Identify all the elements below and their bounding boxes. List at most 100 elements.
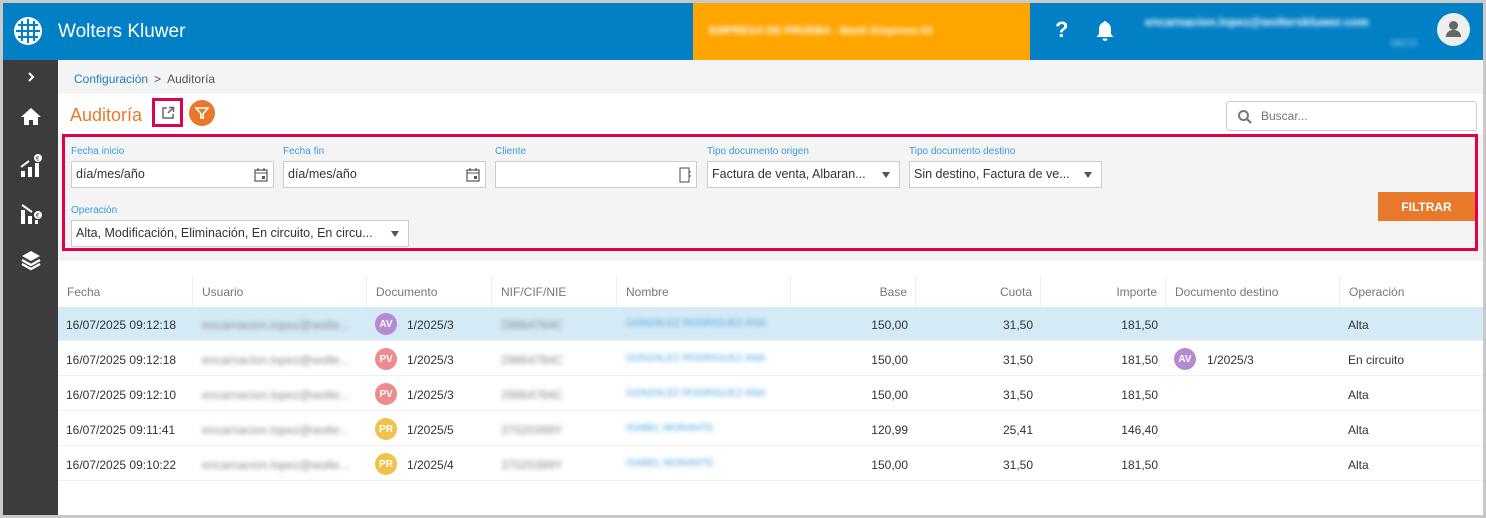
cliente-label: Cliente	[495, 146, 527, 157]
fecha-fin-value: día/mes/año	[288, 167, 357, 181]
avatar[interactable]	[1437, 13, 1470, 46]
cell-usuario: encarnacion.lopez@wolte...	[202, 353, 350, 367]
calendar-icon[interactable]	[254, 167, 268, 182]
column-header-fecha[interactable]: Fecha	[58, 276, 193, 307]
contact-book-icon[interactable]	[679, 167, 691, 183]
table-row[interactable]: 16/07/2025 09:10:22 encarnacion.lopez@wol…	[58, 447, 1483, 481]
cell-documento[interactable]: 1/2025/3	[407, 318, 454, 332]
column-header-documento-destino[interactable]: Documento destino	[1166, 276, 1340, 307]
tipo-destino-select[interactable]: Sin destino, Factura de ve...	[909, 161, 1102, 188]
cell-operacion: En circuito	[1348, 353, 1405, 367]
breadcrumb-link-configuracion[interactable]: Configuración	[74, 72, 149, 86]
search-icon	[1238, 110, 1252, 124]
filter-icon	[195, 107, 209, 119]
sidebar: € €	[3, 60, 58, 515]
column-header-nif[interactable]: NIF/CIF/NIE	[492, 276, 617, 307]
search-box[interactable]	[1226, 101, 1477, 131]
column-header-base[interactable]: Base	[791, 276, 916, 307]
tipo-origen-label: Tipo documento origen	[707, 146, 809, 157]
cell-fecha: 16/07/2025 09:12:18	[66, 353, 177, 367]
cell-base: 150,00	[871, 353, 908, 367]
fecha-fin-input[interactable]: día/mes/año	[283, 161, 486, 188]
column-header-documento[interactable]: Documento	[367, 276, 492, 307]
cell-nombre[interactable]: GONZALEZ RODRIGUEZ ANA	[626, 318, 766, 329]
home-icon	[20, 108, 41, 125]
main-content: Configuración > Auditoría Auditoría Fecha …	[58, 60, 1483, 515]
cell-fecha: 16/07/2025 09:12:10	[66, 388, 177, 402]
wolters-kluwer-logo-icon[interactable]	[14, 17, 42, 45]
filter-panel: Fecha inicio día/mes/año Fecha fin día/m…	[62, 134, 1478, 251]
cell-importe: 181,50	[1121, 318, 1158, 332]
top-bar: Wolters Kluwer EMPRESA DE PRUEBA - Banh …	[3, 3, 1483, 60]
cell-nombre[interactable]: GONZALEZ RODRIGUEZ ANA	[626, 353, 766, 364]
cell-documento[interactable]: 1/2025/5	[407, 423, 454, 437]
tipo-origen-value: Factura de venta, Albaran...	[712, 167, 866, 181]
cell-importe: 181,50	[1121, 353, 1158, 367]
cell-importe: 146,40	[1121, 423, 1158, 437]
cell-operacion: Alta	[1348, 423, 1369, 437]
sidebar-item-purchases[interactable]: €	[3, 198, 58, 228]
sidebar-item-sales[interactable]: €	[3, 151, 58, 181]
cell-cuota: 31,50	[1002, 318, 1033, 332]
cell-fecha: 16/07/2025 09:12:18	[66, 318, 177, 332]
cell-nombre[interactable]: GONZALEZ RODRIGUEZ ANA	[626, 388, 766, 399]
column-header-usuario[interactable]: Usuario	[193, 276, 367, 307]
search-input[interactable]	[1261, 107, 1461, 125]
cell-usuario: encarnacion.lopez@wolte...	[202, 423, 350, 437]
cell-documento[interactable]: 1/2025/3	[407, 353, 454, 367]
page-header: Auditoría	[58, 94, 1483, 134]
cell-usuario: encarnacion.lopez@wolte...	[202, 458, 350, 472]
bell-icon[interactable]	[1095, 20, 1115, 47]
layers-icon	[20, 251, 41, 271]
cell-base: 150,00	[871, 458, 908, 472]
user-email[interactable]: encarnacion.lopez@wolterskluwer.com	[1145, 15, 1369, 29]
sidebar-item-layers[interactable]	[3, 245, 58, 275]
cell-documento[interactable]: 1/2025/3	[407, 388, 454, 402]
svg-text:€: €	[36, 214, 40, 220]
table-row[interactable]: 16/07/2025 09:12:10 encarnacion.lopez@wol…	[58, 377, 1483, 411]
fecha-inicio-label: Fecha inicio	[71, 146, 125, 157]
svg-text:€: €	[36, 157, 40, 163]
cell-nombre[interactable]: ISABEL MORANTE	[626, 458, 714, 469]
cell-nif: 29864784C	[501, 388, 564, 402]
tipo-origen-select[interactable]: Factura de venta, Albaran...	[707, 161, 900, 188]
column-header-nombre[interactable]: Nombre	[617, 276, 791, 307]
cell-cuota: 31,50	[1002, 353, 1033, 367]
sidebar-item-expand[interactable]	[3, 62, 58, 92]
filtrar-button[interactable]: FILTRAR	[1378, 192, 1475, 221]
calendar-icon[interactable]	[466, 167, 480, 182]
brand-name: Wolters Kluwer	[58, 21, 186, 42]
company-selector[interactable]: EMPRESA DE PRUEBA - Banh Empresa 03	[693, 3, 1030, 60]
cliente-input[interactable]	[495, 161, 697, 188]
cell-documento[interactable]: 1/2025/4	[407, 458, 454, 472]
filter-toggle-button[interactable]	[189, 100, 215, 126]
help-icon[interactable]: ?	[1055, 17, 1069, 42]
open-new-window-button[interactable]	[152, 98, 183, 127]
column-header-importe[interactable]: Importe	[1041, 276, 1166, 307]
cell-documento-destino[interactable]: 1/2025/3	[1207, 353, 1254, 367]
cell-operacion: Alta	[1348, 458, 1369, 472]
column-header-cuota[interactable]: Cuota	[916, 276, 1041, 307]
cell-cuota: 31,50	[1002, 388, 1033, 402]
cell-usuario: encarnacion.lopez@wolte...	[202, 388, 350, 402]
cell-nif: 29864784C	[501, 353, 564, 367]
cell-nif: 29864784C	[501, 318, 564, 332]
column-header-operacion[interactable]: Operación	[1349, 285, 1405, 299]
fecha-inicio-input[interactable]: día/mes/año	[71, 161, 274, 188]
document-type-badge: PV	[375, 383, 397, 405]
user-icon	[1446, 21, 1461, 37]
dropdown-caret-icon	[882, 172, 890, 178]
operacion-select[interactable]: Alta, Modificación, Eliminación, En circ…	[71, 220, 409, 247]
table-row[interactable]: 16/07/2025 09:12:18 encarnacion.lopez@wol…	[58, 342, 1483, 376]
cell-importe: 181,50	[1121, 458, 1158, 472]
cell-nombre[interactable]: ISABEL MORANTE	[626, 423, 714, 434]
tipo-destino-label: Tipo documento destino	[909, 146, 1016, 157]
app-window: Wolters Kluwer EMPRESA DE PRUEBA - Banh …	[3, 3, 1483, 515]
cell-base: 150,00	[871, 388, 908, 402]
sidebar-item-home[interactable]	[3, 101, 58, 131]
cell-operacion: Alta	[1348, 388, 1369, 402]
cell-operacion: Alta	[1348, 318, 1369, 332]
fecha-inicio-value: día/mes/año	[76, 167, 145, 181]
table-row[interactable]: 16/07/2025 09:11:41 encarnacion.lopez@wol…	[58, 412, 1483, 446]
table-row[interactable]: 16/07/2025 09:12:18 encarnacion.lopez@wol…	[58, 307, 1483, 341]
